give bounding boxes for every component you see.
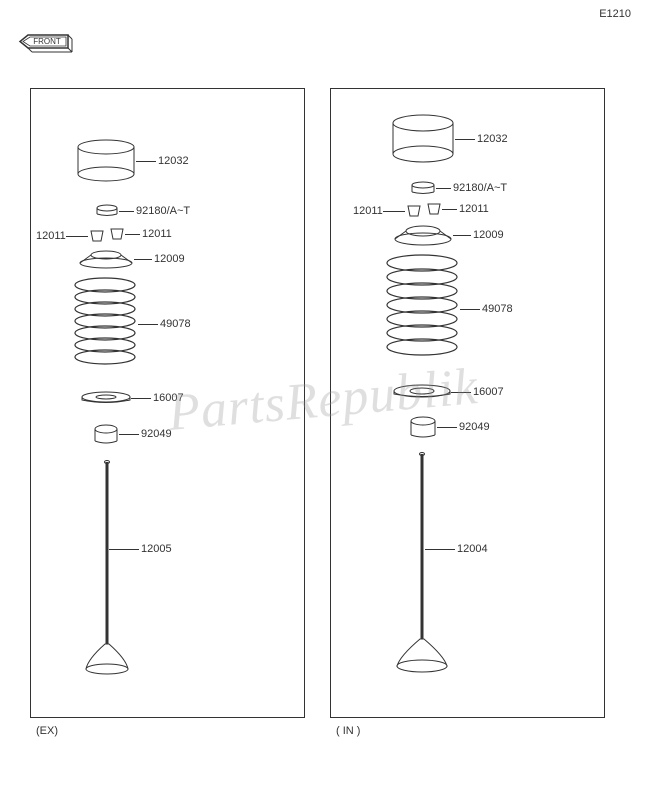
- part-seal-ex: [93, 424, 119, 446]
- label-collet-right-in: 12011: [459, 203, 489, 215]
- part-spring-in: [385, 254, 460, 364]
- label-valve-in: 12004: [457, 543, 488, 555]
- part-shim-ex: [96, 204, 118, 218]
- part-seat-in: [393, 384, 451, 400]
- label-seat-in: 16007: [473, 386, 504, 398]
- label-shim-in: 92180/A~T: [453, 182, 507, 194]
- label-seal-ex: 92049: [141, 428, 172, 440]
- svg-text:FRONT: FRONT: [33, 37, 61, 46]
- part-seal-in: [409, 416, 437, 440]
- label-retainer-in: 12009: [473, 229, 504, 241]
- label-retainer-ex: 12009: [154, 253, 185, 265]
- part-tappet-in: [391, 114, 455, 164]
- panel-exhaust: (EX) 12032 92180/A~T 12011 12011 12009: [30, 88, 305, 718]
- part-collet-left-in: [406, 204, 422, 218]
- label-shim-ex: 92180/A~T: [136, 205, 190, 217]
- label-spring-ex: 49078: [160, 318, 191, 330]
- part-tappet-ex: [76, 139, 136, 184]
- label-tappet-in: 12032: [477, 133, 508, 145]
- part-retainer-ex: [79, 249, 134, 269]
- part-retainer-in: [393, 224, 453, 246]
- page-code: E1210: [599, 8, 631, 20]
- front-direction-badge: FRONT: [18, 30, 76, 56]
- label-seal-in: 92049: [459, 421, 490, 433]
- label-collet-left-in: 12011: [353, 205, 383, 217]
- part-seat-ex: [81, 391, 131, 405]
- part-shim-in: [411, 181, 435, 196]
- label-seat-ex: 16007: [153, 392, 184, 404]
- part-valve-in: [394, 451, 450, 676]
- label-tappet-ex: 12032: [158, 155, 189, 167]
- part-collet-left-ex: [89, 229, 105, 243]
- part-collet-right-in: [426, 202, 442, 216]
- panel-intake: ( IN ) 12032 92180/A~T 12011 12011 12009: [330, 88, 605, 718]
- part-collet-right-ex: [109, 227, 125, 241]
- label-collet-left-ex: 12011: [36, 230, 66, 242]
- label-spring-in: 49078: [482, 303, 513, 315]
- part-valve-ex: [83, 459, 131, 679]
- panel-label-ex: (EX): [36, 725, 58, 737]
- label-valve-ex: 12005: [141, 543, 172, 555]
- panel-label-in: ( IN ): [336, 725, 360, 737]
- label-collet-right-ex: 12011: [142, 228, 172, 240]
- part-spring-ex: [73, 277, 138, 372]
